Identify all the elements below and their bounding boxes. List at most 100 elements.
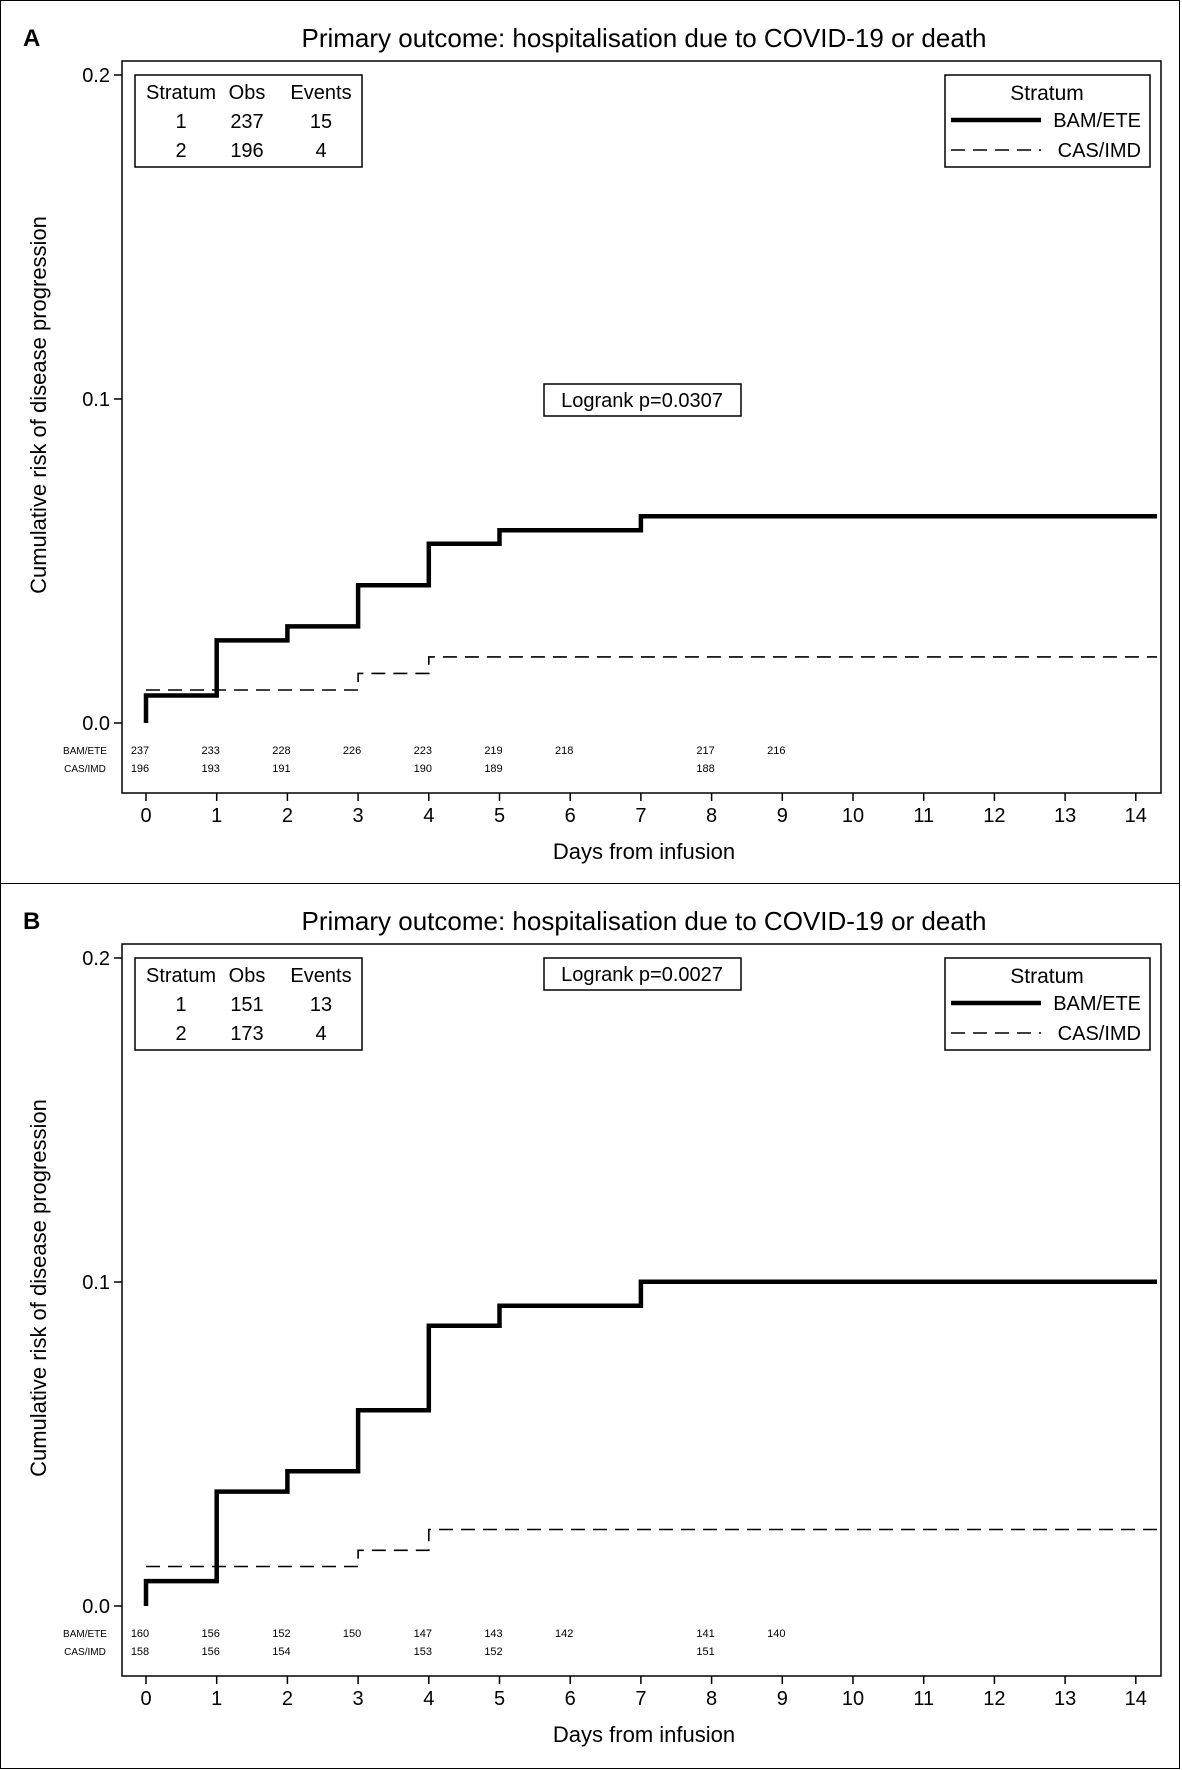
panel-b: B Primary outcome: hospitalisation due to… xyxy=(0,883,1180,1769)
legend-title: Stratum xyxy=(1010,82,1084,105)
stats-table-cell: 196 xyxy=(230,140,263,162)
stats-table-box xyxy=(134,74,363,168)
x-tick-label: 6 xyxy=(565,805,576,827)
x-tick-label: 0 xyxy=(140,805,151,827)
stats-table-cell: 2 xyxy=(175,140,186,162)
stats-table-header: Events xyxy=(290,965,351,987)
at-risk-row-label: CAS/IMD xyxy=(64,764,106,775)
stats-table-cell: 173 xyxy=(230,1023,263,1045)
at-risk-count: 196 xyxy=(131,763,149,775)
at-risk-row-label: BAM/ETE xyxy=(63,1629,107,1640)
x-tick-label: 7 xyxy=(635,1688,646,1710)
x-tick-label: 3 xyxy=(353,805,364,827)
x-tick-label: 6 xyxy=(565,1688,576,1710)
at-risk-count: 218 xyxy=(555,745,573,757)
stats-table-cell: 2 xyxy=(175,1023,186,1045)
x-tick-label: 8 xyxy=(706,805,717,827)
chart-title: Primary outcome: hospitalisation due to … xyxy=(301,23,986,53)
at-risk-count: 193 xyxy=(202,763,220,775)
at-risk-count: 226 xyxy=(343,745,361,757)
at-risk-count: 141 xyxy=(696,1628,714,1640)
x-axis-label: Days from infusion xyxy=(553,1722,735,1747)
stats-table-cell: 1 xyxy=(175,111,186,133)
at-risk-count: 156 xyxy=(202,1628,220,1640)
x-tick-label: 3 xyxy=(353,1688,364,1710)
chart-title: Primary outcome: hospitalisation due to … xyxy=(301,906,986,936)
at-risk-count: 233 xyxy=(202,745,220,757)
x-tick-label: 7 xyxy=(635,805,646,827)
stats-table-cell: 15 xyxy=(310,111,332,133)
at-risk-count: 160 xyxy=(131,1628,149,1640)
at-risk-count: 143 xyxy=(484,1628,502,1640)
y-axis-label: Cumulative risk of disease progression xyxy=(26,216,51,594)
x-tick-label: 11 xyxy=(913,805,934,827)
x-tick-label: 4 xyxy=(423,805,434,827)
x-tick-label: 9 xyxy=(777,805,788,827)
at-risk-count: 217 xyxy=(696,745,714,757)
stats-table-cell: 237 xyxy=(230,111,263,133)
stats-table-cell: 151 xyxy=(230,994,263,1016)
x-tick-label: 13 xyxy=(1054,805,1076,827)
x-tick-label: 0 xyxy=(140,1688,151,1710)
at-risk-count: 142 xyxy=(555,1628,573,1640)
series-line-casimd xyxy=(146,656,1157,691)
stats-table-header: Stratum xyxy=(146,82,216,104)
legend-entry-label: CAS/IMD xyxy=(1058,1023,1141,1045)
x-tick-label: 2 xyxy=(282,805,293,827)
legend-entry-label: CAS/IMD xyxy=(1058,140,1141,162)
at-risk-count: 216 xyxy=(767,745,785,757)
stats-table-header: Obs xyxy=(229,82,266,104)
x-tick-label: 9 xyxy=(777,1688,788,1710)
km-chart-a: A Primary outcome: hospitalisation due to… xyxy=(23,23,1162,864)
at-risk-count: 153 xyxy=(414,1646,432,1658)
x-tick-label: 8 xyxy=(706,1688,717,1710)
at-risk-count: 237 xyxy=(131,745,149,757)
y-tick-label: 0.0 xyxy=(82,1596,110,1618)
at-risk-count: 147 xyxy=(414,1628,432,1640)
legend-entry-label: BAM/ETE xyxy=(1053,993,1141,1015)
stats-table-header: Obs xyxy=(229,965,266,987)
stats-table-cell: 4 xyxy=(315,1023,326,1045)
x-tick-label: 2 xyxy=(282,1688,293,1710)
x-tick-label: 1 xyxy=(211,1688,222,1710)
x-tick-label: 11 xyxy=(913,1688,934,1710)
x-tick-label: 14 xyxy=(1125,1688,1147,1710)
x-axis-label: Days from infusion xyxy=(553,839,735,864)
x-tick-label: 14 xyxy=(1125,805,1147,827)
at-risk-count: 188 xyxy=(696,763,714,775)
plot-frame xyxy=(121,60,1162,794)
x-tick-label: 4 xyxy=(423,1688,434,1710)
legend-entry-label: BAM/ETE xyxy=(1053,110,1141,132)
series-line-bamete xyxy=(143,514,1157,723)
plot-frame xyxy=(121,943,1162,1677)
x-tick-label: 5 xyxy=(494,805,505,827)
stats-table-cell: 4 xyxy=(315,140,326,162)
at-risk-row-label: CAS/IMD xyxy=(64,1647,106,1658)
x-tick-label: 12 xyxy=(983,805,1005,827)
stats-table-header: Stratum xyxy=(146,965,216,987)
at-risk-count: 190 xyxy=(414,763,432,775)
at-risk-count: 158 xyxy=(131,1646,149,1658)
at-risk-count: 223 xyxy=(414,745,432,757)
y-tick-label: 0.1 xyxy=(82,389,110,411)
panel-a: A Primary outcome: hospitalisation due to… xyxy=(0,0,1180,884)
x-tick-label: 10 xyxy=(842,805,864,827)
x-tick-label: 10 xyxy=(842,1688,864,1710)
legend-title: Stratum xyxy=(1010,965,1084,988)
series-line-casimd xyxy=(146,1528,1157,1568)
at-risk-count: 152 xyxy=(272,1628,290,1640)
at-risk-count: 140 xyxy=(767,1628,785,1640)
y-tick-label: 0.2 xyxy=(82,65,110,87)
stats-table-cell: 1 xyxy=(175,994,186,1016)
stats-table-header: Events xyxy=(290,82,351,104)
at-risk-count: 219 xyxy=(484,745,502,757)
km-chart-b: B Primary outcome: hospitalisation due to… xyxy=(23,906,1162,1747)
panel-label: B xyxy=(23,908,40,935)
at-risk-row-label: BAM/ETE xyxy=(63,746,107,757)
x-tick-label: 12 xyxy=(983,1688,1005,1710)
at-risk-count: 150 xyxy=(343,1628,361,1640)
at-risk-count: 189 xyxy=(484,763,502,775)
at-risk-count: 156 xyxy=(202,1646,220,1658)
at-risk-count: 151 xyxy=(696,1646,714,1658)
at-risk-count: 191 xyxy=(272,763,290,775)
